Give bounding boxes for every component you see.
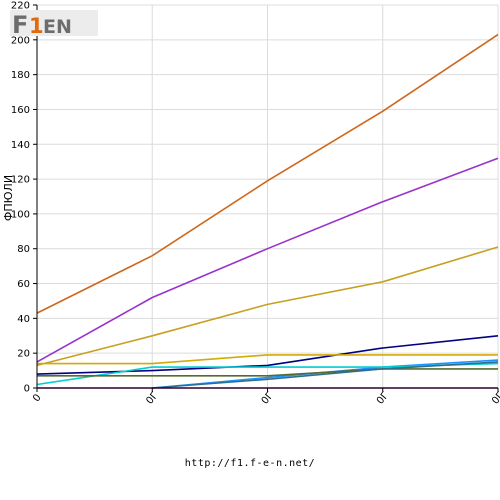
grid — [37, 4, 499, 389]
y-tick-label: 100 — [11, 209, 30, 220]
x-tick-label: 0Г — [375, 390, 391, 407]
x-tick-label: 0Г — [490, 390, 500, 407]
f1-fen-logo: F 1 EN — [10, 8, 100, 39]
y-tick-label: 180 — [11, 70, 30, 81]
logo-mark: F 1 EN — [10, 10, 98, 39]
logo-f: F — [12, 11, 28, 38]
y-tick-label: 140 — [11, 140, 30, 151]
x-tick-label: 0 — [31, 392, 44, 404]
y-tick-label: 0 — [24, 384, 30, 395]
y-tick-label: 200 — [11, 35, 30, 46]
y-axis-label: ФПЮЛИ — [2, 175, 15, 221]
x-tick-label: 0Г — [144, 390, 160, 407]
series-line-8 — [37, 368, 498, 377]
series-line-9 — [152, 361, 499, 389]
series-line-5 — [37, 354, 498, 365]
y-tick-label: 120 — [11, 175, 30, 186]
y-tick-label: 40 — [17, 314, 30, 325]
x-tick-label: 0Г — [260, 390, 276, 407]
series-line-1 — [36, 33, 499, 314]
series-line-4 — [36, 335, 499, 375]
source-url: http://f1.f-e-n.net/ — [184, 458, 316, 469]
y-tick-label: 160 — [11, 105, 30, 116]
series-lines — [36, 33, 499, 389]
y-tick-label: 60 — [17, 279, 30, 290]
y-tick-label: 220 — [11, 1, 30, 12]
y-tick-label: 80 — [17, 244, 30, 255]
logo-number: 1 — [29, 14, 44, 38]
series-line-3 — [36, 246, 499, 367]
y-tick-label: 20 — [17, 349, 30, 360]
series-line-2 — [36, 157, 499, 363]
logo-rest: EN — [43, 16, 72, 38]
axes: 0 20 40 60 80 100 120 140 160 180 200 220 0 0Г 0Г 0Г 0Г — [11, 1, 500, 407]
